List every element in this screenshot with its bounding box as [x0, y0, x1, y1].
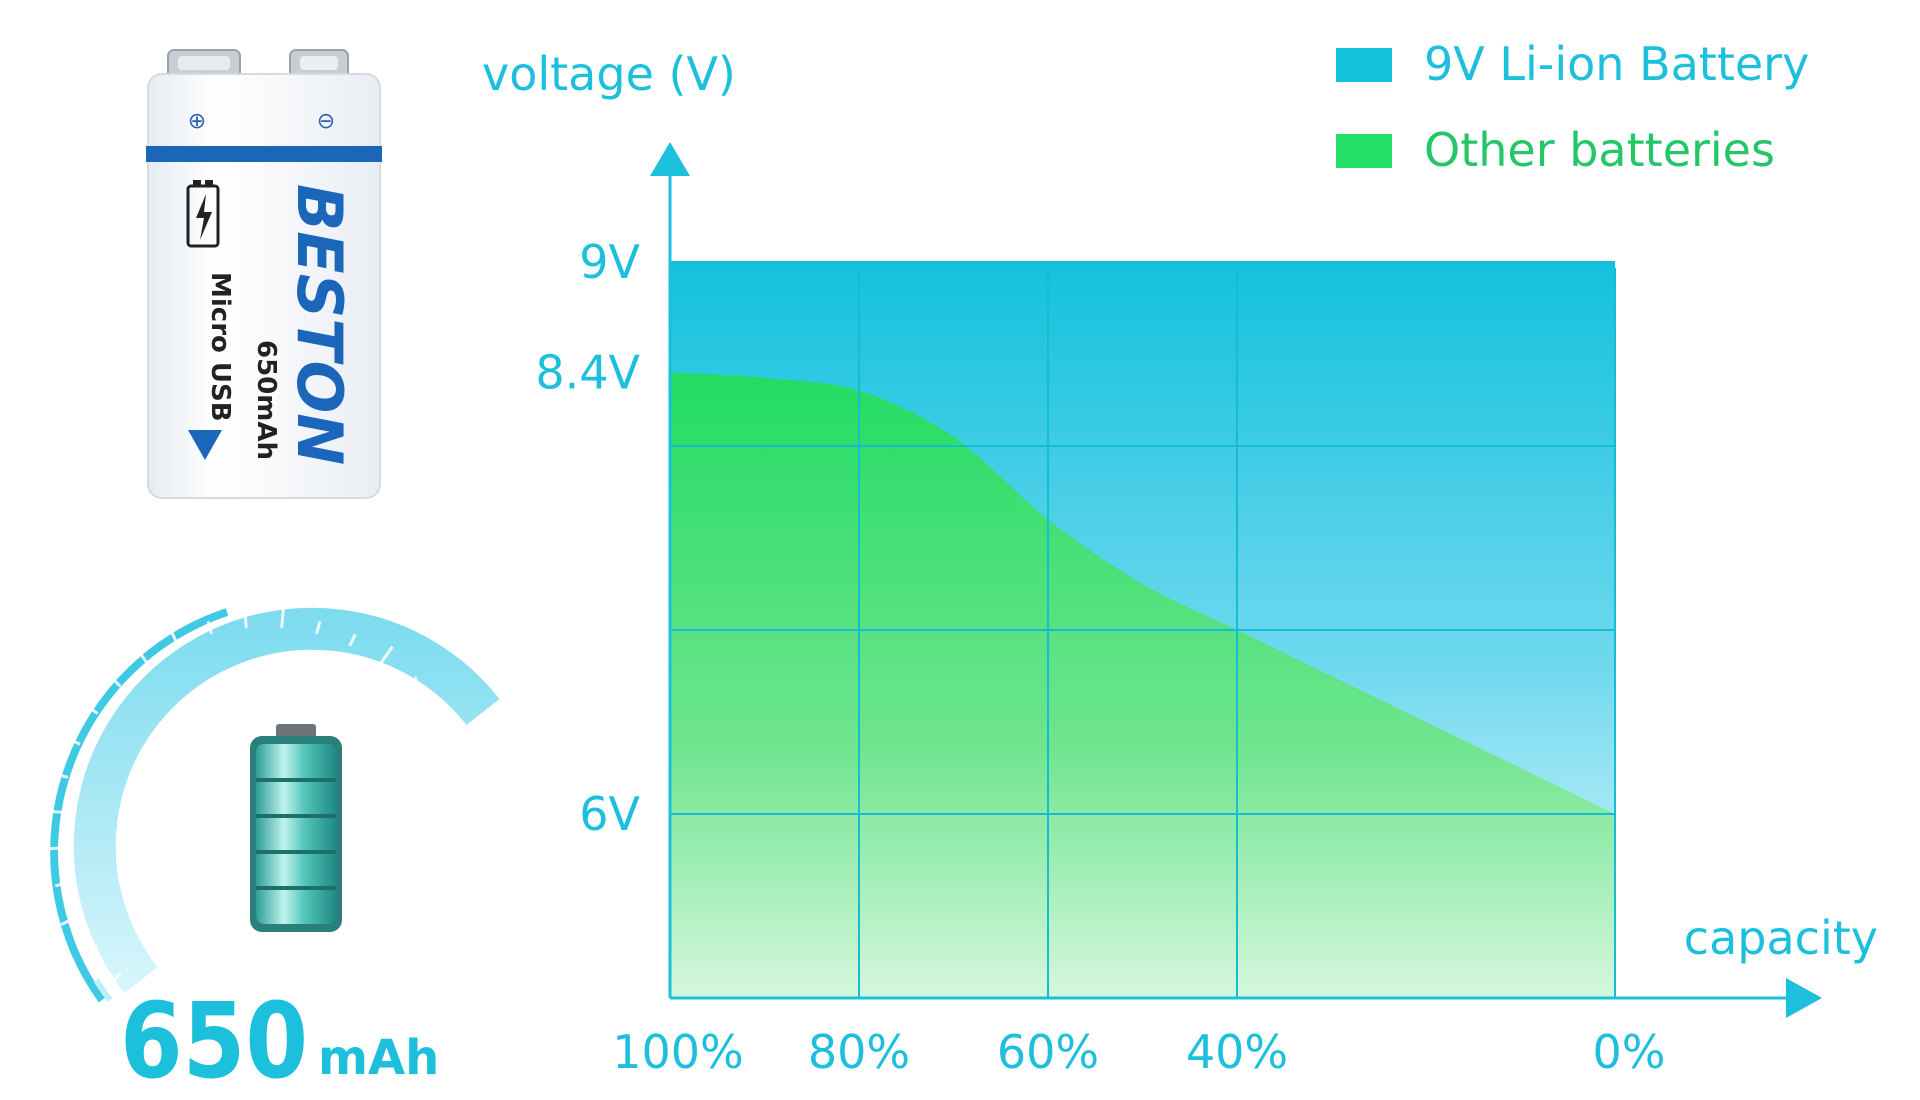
gauge-tick [67, 737, 81, 746]
gauge-ticks [40, 606, 488, 1015]
gauge-tick [79, 700, 99, 715]
gauge-tick [60, 914, 81, 927]
legend-label-li-ion: 9V Li-ion Battery [1424, 37, 1809, 91]
capacity-gauge: 650 mAh [40, 606, 500, 1100]
gauge-tick [379, 645, 394, 665]
gauge-tick [429, 945, 449, 960]
gauge-tick [167, 626, 180, 647]
y-tick-labels: 9V 8.4V 6V [535, 235, 640, 841]
gauge-tick [110, 676, 122, 688]
gauge-capacity-value: 650 [120, 980, 308, 1100]
legend-label-other: Other batteries [1424, 123, 1775, 177]
gauge-tick [315, 620, 322, 635]
gauge-tick [134, 995, 149, 1015]
gauge-tick [348, 633, 357, 647]
gauge-tick [110, 972, 122, 984]
y-axis-label: voltage (V) [482, 47, 736, 101]
gauge-tick [459, 772, 474, 779]
gauge-tick [40, 808, 62, 814]
x-tick-label: 80% [808, 1025, 910, 1079]
gauge-tick [54, 772, 69, 779]
gauge-tick [406, 972, 418, 984]
gauge-tick [138, 652, 149, 665]
battery-level-icon [250, 724, 342, 932]
x-axis-label: capacity [1684, 911, 1878, 965]
gauge-tick [466, 809, 480, 814]
gauge-tick [54, 881, 69, 888]
battery-port-label: Micro USB [205, 272, 235, 422]
y-tick-label: 8.4V [535, 345, 640, 399]
gauge-tick [206, 620, 213, 635]
gauge-tick [459, 881, 474, 888]
series-area-other [670, 372, 1615, 998]
gauge-tick [406, 676, 418, 688]
negative-symbol: ⊖ [317, 109, 335, 134]
y-tick-label: 9V [579, 235, 640, 289]
x-tick-label: 100% [612, 1025, 744, 1079]
legend-swatch-other [1336, 134, 1392, 168]
battery-product: ⊕ ⊖ BESTON 650mAh Micro USB [146, 49, 382, 499]
positive-symbol: ⊕ [188, 109, 206, 134]
x-tick-label: 0% [1593, 1025, 1666, 1079]
gauge-tick [48, 846, 62, 851]
x-tick-labels: 100% 80% 60% 40% 0% [612, 1025, 1665, 1079]
chart-grid [670, 261, 1616, 998]
charge-icon [186, 180, 220, 248]
gauge-tick [280, 606, 286, 628]
legend-swatch-li-ion [1336, 48, 1392, 82]
battery-brand: BESTON [283, 184, 356, 465]
gauge-capacity-unit: mAh [318, 1030, 439, 1086]
gauge-tick [379, 995, 390, 1008]
gauge-tick [429, 704, 442, 715]
x-axis-arrow [1786, 978, 1822, 1018]
gauge-tick [86, 945, 99, 956]
gauge-tick [447, 733, 468, 746]
y-tick-label: 6V [579, 787, 640, 841]
battery-capacity-label: 650mAh [251, 340, 281, 460]
x-tick-label: 60% [997, 1025, 1099, 1079]
voltage-chart: voltage (V) capacity 9V 8.4V 6V 100% 80% 60%… [482, 37, 1878, 1079]
y-axis-arrow [650, 142, 690, 176]
gauge-tick [466, 846, 488, 852]
legend: 9V Li-ion Battery Other batteries [1336, 37, 1809, 177]
arrow-down-icon [188, 430, 222, 460]
gauge-tick [243, 614, 248, 628]
gauge-tick [447, 914, 461, 923]
x-tick-label: 40% [1186, 1025, 1288, 1079]
